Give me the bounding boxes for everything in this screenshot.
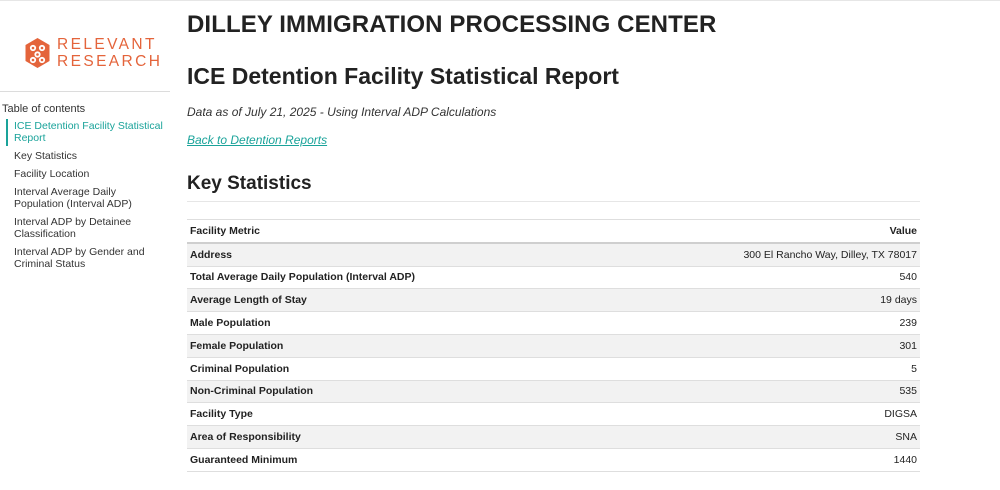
- toc-item-adp-by-gender-criminal[interactable]: Interval ADP by Gender and Criminal Stat…: [14, 246, 145, 270]
- value-cell: 300 El Rancho Way, Dilley, TX 78017: [599, 242, 920, 267]
- toc-item-interval-adp[interactable]: Interval Average Daily Population (Inter…: [14, 186, 132, 210]
- relevant-research-logo[interactable]: RELEVANT RESEARCH: [24, 35, 164, 71]
- value-cell: 5: [599, 357, 920, 381]
- table-row: Total Average Daily Population (Interval…: [187, 266, 920, 290]
- metric-cell: Criminal Population: [187, 357, 600, 381]
- value-cell: 1440: [599, 448, 920, 472]
- metric-cell: Facility Type: [187, 402, 600, 427]
- table-row: Facility Type DIGSA: [187, 402, 920, 427]
- key-statistics-heading: Key Statistics: [187, 173, 312, 194]
- facility-title: DILLEY IMMIGRATION PROCESSING CENTER: [187, 11, 717, 38]
- table-row: Criminal Population 5: [187, 357, 920, 381]
- logo-line-2: RESEARCH: [57, 53, 163, 70]
- logo-wordmark: RELEVANT RESEARCH: [57, 36, 162, 70]
- metric-cell: Total Average Daily Population (Interval…: [187, 266, 600, 290]
- report-title: ICE Detention Facility Statistical Repor…: [187, 63, 619, 89]
- table-row: Male Population 239: [187, 311, 920, 335]
- value-cell: 540: [599, 266, 920, 290]
- data-as-of-note: Data as of July 21, 2025 - Using Interva…: [187, 105, 497, 119]
- metric-cell: Average Length of Stay: [187, 288, 600, 313]
- table-row: Average Length of Stay 19 days: [187, 288, 920, 313]
- back-to-detention-reports-link[interactable]: Back to Detention Reports: [187, 133, 328, 147]
- sidebar: RELEVANT RESEARCH Table of contents ICE …: [0, 1, 170, 490]
- table-row: Non-Criminal Population 535: [187, 380, 920, 404]
- hexagon-network-icon: [25, 38, 50, 68]
- toc-title: Table of contents: [2, 103, 86, 115]
- section-divider: [187, 201, 920, 202]
- metric-cell: Area of Responsibility: [187, 425, 600, 449]
- toc-item-report[interactable]: ICE Detention Facility Statistical Repor…: [6, 119, 166, 146]
- key-statistics-table: Facility Metric Value Address 300 El Ran…: [187, 218, 920, 472]
- value-cell: DIGSA: [599, 402, 920, 427]
- value-cell: 301: [599, 334, 920, 358]
- column-header-value: Value: [599, 218, 920, 244]
- value-cell: 239: [599, 311, 920, 335]
- logo-line-1: RELEVANT: [57, 36, 157, 53]
- column-header-metric: Facility Metric: [187, 218, 600, 244]
- metric-cell: Guaranteed Minimum: [187, 448, 600, 472]
- toc-item-adp-by-classification[interactable]: Interval ADP by Detainee Classification: [14, 216, 132, 240]
- metric-cell: Address: [187, 242, 600, 267]
- table-header-row: Facility Metric Value: [187, 218, 920, 244]
- table-row: Guaranteed Minimum 1440: [187, 448, 920, 472]
- table-row: Female Population 301: [187, 334, 920, 358]
- metric-cell: Non-Criminal Population: [187, 380, 600, 404]
- toc-item-facility-location[interactable]: Facility Location: [14, 168, 90, 180]
- metric-cell: Female Population: [187, 334, 600, 358]
- table-of-contents: ICE Detention Facility Statistical Repor…: [6, 119, 166, 275]
- sidebar-divider: [0, 91, 170, 92]
- table-row: Address 300 El Rancho Way, Dilley, TX 78…: [187, 242, 920, 267]
- toc-item-key-statistics[interactable]: Key Statistics: [14, 150, 78, 162]
- table-row: Area of Responsibility SNA: [187, 425, 920, 449]
- metric-cell: Male Population: [187, 311, 600, 335]
- value-cell: 19 days: [599, 288, 920, 313]
- value-cell: 535: [599, 380, 920, 404]
- value-cell: SNA: [599, 425, 920, 449]
